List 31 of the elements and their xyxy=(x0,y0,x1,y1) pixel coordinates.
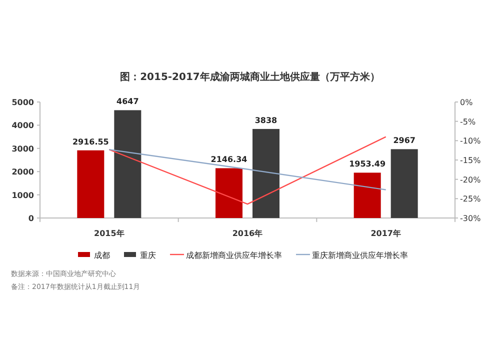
legend-label: 成都 xyxy=(94,251,110,260)
data-label: 2967 xyxy=(393,136,416,146)
legend-label: 重庆 xyxy=(140,251,156,260)
y2-tick-label: -25% xyxy=(460,194,482,204)
x-tick-label: 2016年 xyxy=(232,229,263,238)
y-tick-label: 3000 xyxy=(12,144,34,154)
y-tick-label: 0 xyxy=(28,214,34,223)
bar xyxy=(114,110,142,218)
y-tick-label: 4000 xyxy=(12,121,34,130)
bar xyxy=(252,128,280,218)
data-label: 2916.55 xyxy=(72,137,110,146)
y-tick-label: 1000 xyxy=(12,190,34,200)
bar xyxy=(354,172,381,218)
data-label: 4647 xyxy=(116,97,139,106)
y-tick-label: 5000 xyxy=(12,98,34,107)
y2-tick-label: -5% xyxy=(460,117,476,126)
y2-tick-label: -20% xyxy=(460,175,482,184)
bar xyxy=(77,150,104,218)
bar xyxy=(216,168,242,218)
data-label: 3838 xyxy=(254,116,278,125)
y2-tick-label: 0% xyxy=(460,98,474,107)
bar xyxy=(390,149,418,218)
data-label: 2146.34 xyxy=(210,155,248,164)
y2-tick-label: -10% xyxy=(460,136,482,146)
y2-tick-label: -30% xyxy=(460,214,482,223)
x-tick-label: 2017年 xyxy=(370,229,401,238)
x-tick-label: 2015年 xyxy=(94,229,124,238)
y-tick-label: 2000 xyxy=(12,168,34,177)
y2-tick-label: -15% xyxy=(460,156,482,165)
chart-title: 图：2015-2017年成渝两城商业土地供应量（万平方米） xyxy=(120,71,380,83)
data-label: 1953.49 xyxy=(349,160,386,169)
